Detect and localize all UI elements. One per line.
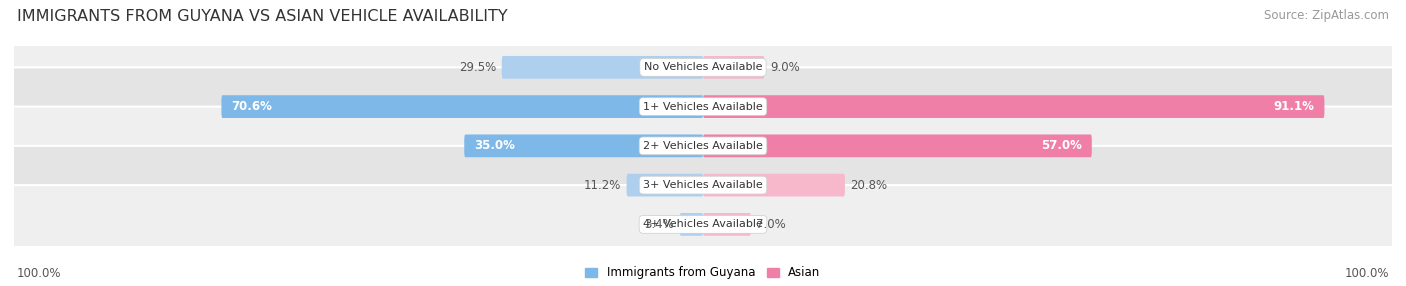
Text: 2+ Vehicles Available: 2+ Vehicles Available (643, 141, 763, 151)
FancyBboxPatch shape (11, 28, 1395, 107)
FancyBboxPatch shape (703, 134, 1092, 157)
FancyBboxPatch shape (703, 213, 751, 236)
Text: 20.8%: 20.8% (851, 179, 887, 192)
FancyBboxPatch shape (681, 213, 703, 236)
Text: 3.4%: 3.4% (644, 218, 675, 231)
FancyBboxPatch shape (11, 67, 1395, 146)
FancyBboxPatch shape (11, 185, 1395, 264)
Text: 7.0%: 7.0% (756, 218, 786, 231)
Text: Source: ZipAtlas.com: Source: ZipAtlas.com (1264, 9, 1389, 21)
FancyBboxPatch shape (703, 56, 765, 79)
Text: 100.0%: 100.0% (17, 267, 62, 280)
Text: 3+ Vehicles Available: 3+ Vehicles Available (643, 180, 763, 190)
Text: 11.2%: 11.2% (583, 179, 621, 192)
FancyBboxPatch shape (502, 56, 703, 79)
FancyBboxPatch shape (627, 174, 703, 196)
Text: No Vehicles Available: No Vehicles Available (644, 62, 762, 72)
Legend: Immigrants from Guyana, Asian: Immigrants from Guyana, Asian (581, 262, 825, 284)
Text: 70.6%: 70.6% (232, 100, 273, 113)
FancyBboxPatch shape (11, 107, 1395, 185)
Text: IMMIGRANTS FROM GUYANA VS ASIAN VEHICLE AVAILABILITY: IMMIGRANTS FROM GUYANA VS ASIAN VEHICLE … (17, 9, 508, 23)
Text: 57.0%: 57.0% (1040, 139, 1081, 152)
Text: 35.0%: 35.0% (474, 139, 516, 152)
FancyBboxPatch shape (703, 174, 845, 196)
Text: 100.0%: 100.0% (1344, 267, 1389, 280)
Text: 91.1%: 91.1% (1274, 100, 1315, 113)
Text: 9.0%: 9.0% (770, 61, 800, 74)
FancyBboxPatch shape (221, 95, 703, 118)
FancyBboxPatch shape (464, 134, 703, 157)
Text: 29.5%: 29.5% (460, 61, 496, 74)
Text: 4+ Vehicles Available: 4+ Vehicles Available (643, 219, 763, 229)
FancyBboxPatch shape (11, 146, 1395, 225)
Text: 1+ Vehicles Available: 1+ Vehicles Available (643, 102, 763, 112)
FancyBboxPatch shape (703, 95, 1324, 118)
